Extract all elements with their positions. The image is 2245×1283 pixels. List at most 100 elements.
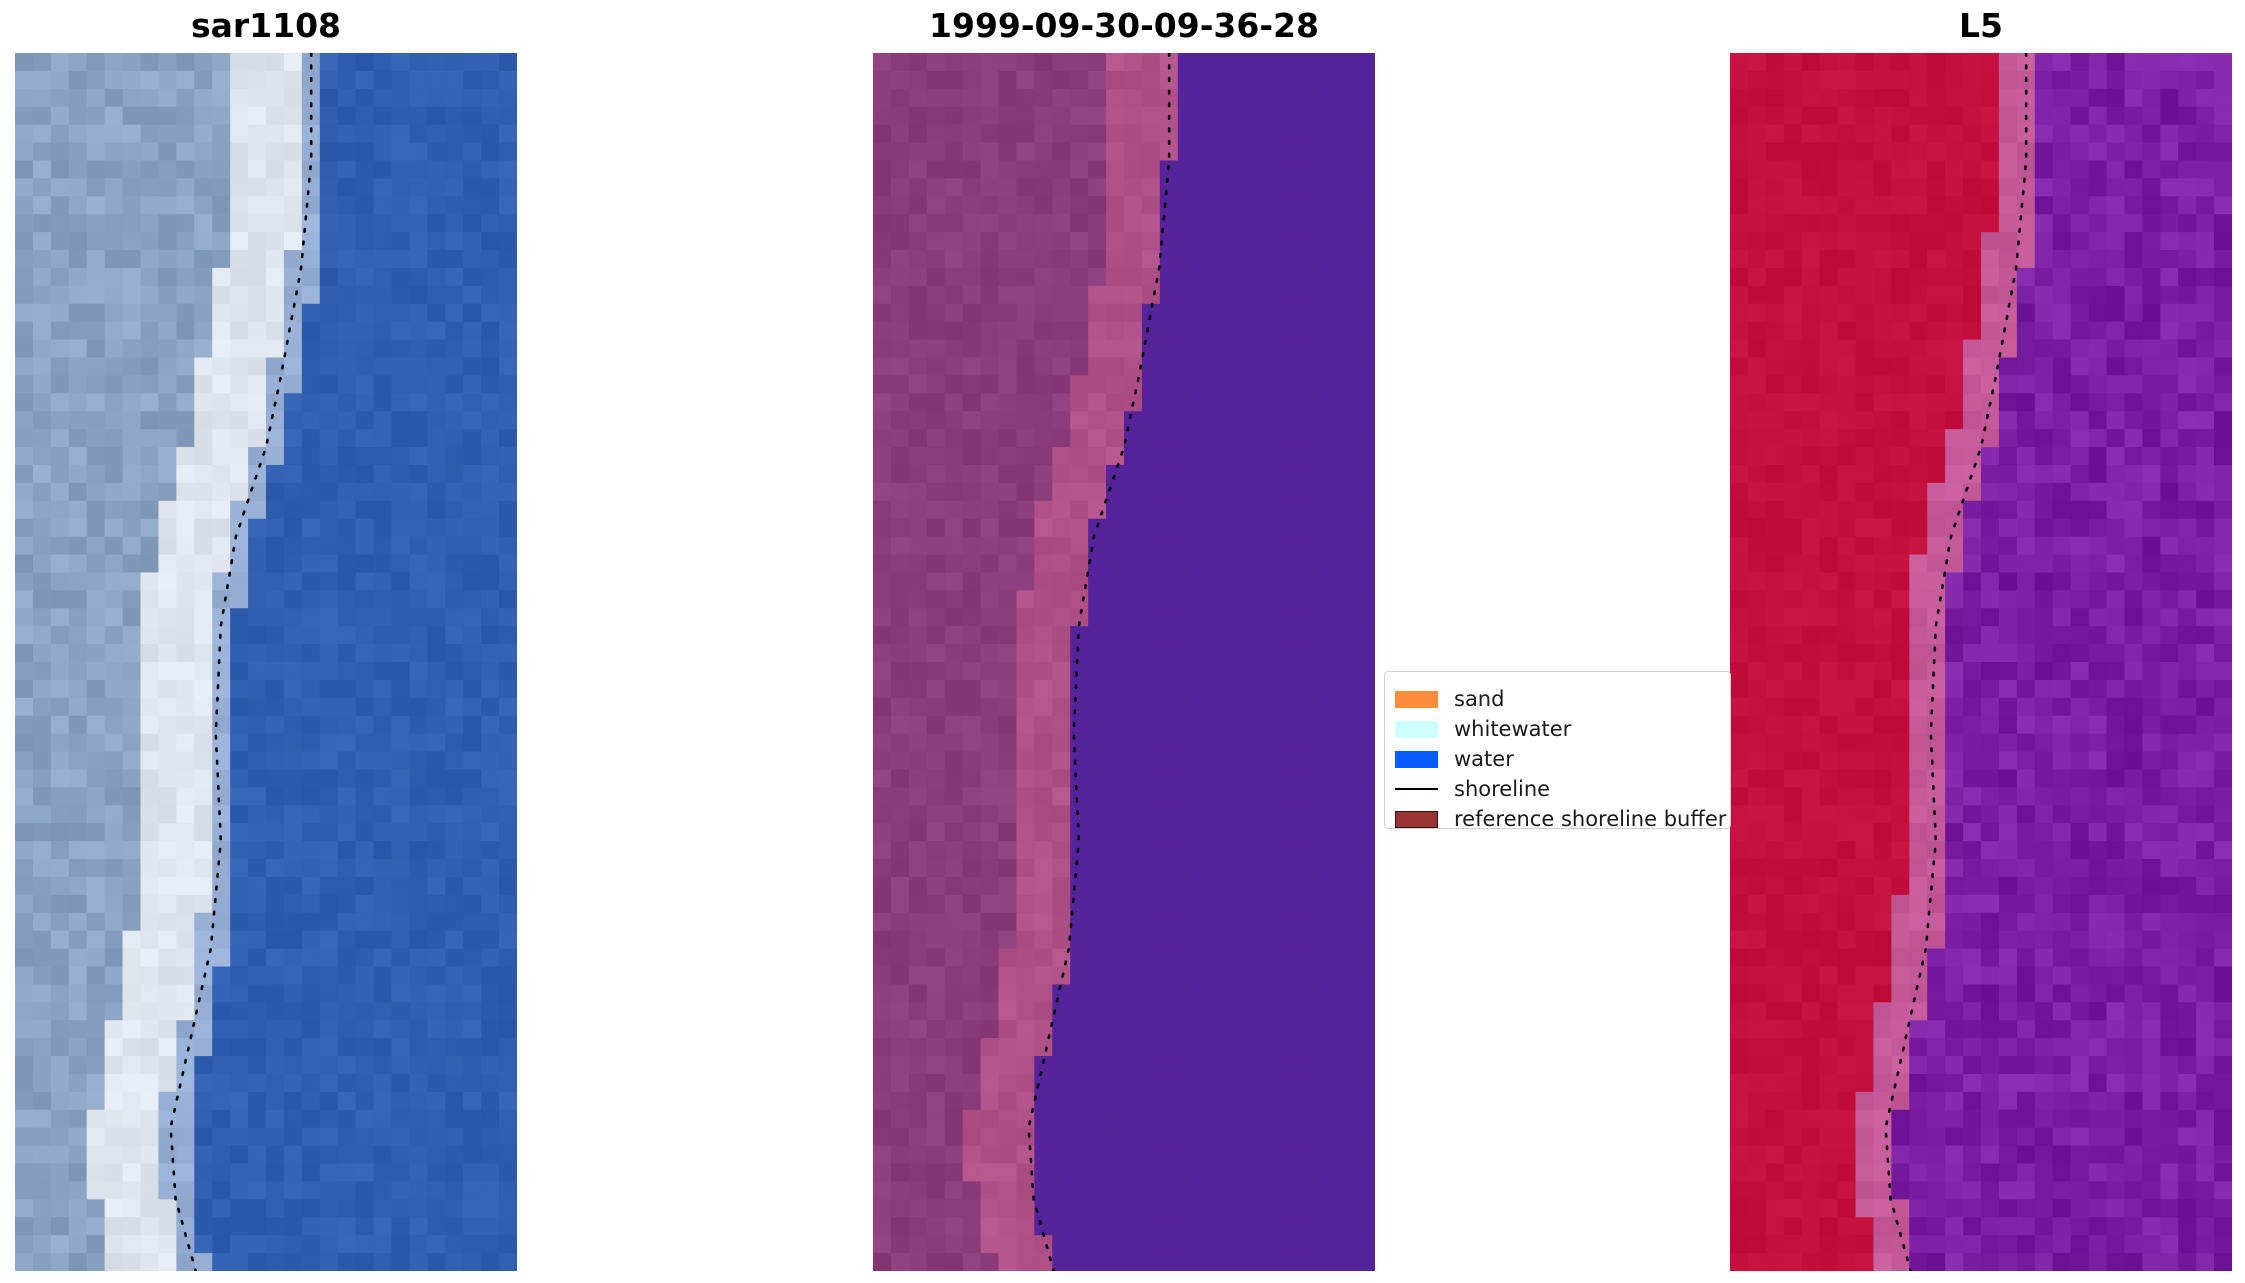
pixel-cell (962, 518, 982, 538)
pixel-cell (1837, 482, 1857, 502)
pixel-cell (926, 482, 946, 502)
pixel-cell (32, 1127, 52, 1147)
pixel-cell (391, 1091, 411, 1111)
pixel-cell (2160, 250, 2179, 269)
pixel-cell (1159, 662, 1179, 681)
pixel-cell (890, 1002, 910, 1021)
pixel-cell (158, 769, 177, 788)
pixel-cell (1801, 124, 1821, 144)
pixel-cell (337, 733, 357, 753)
pixel-cell (926, 715, 946, 735)
pixel-cell (176, 572, 195, 591)
pixel-cell (2196, 554, 2215, 574)
pixel-cell (998, 662, 1018, 681)
pixel-cell (1231, 859, 1251, 878)
pixel-cell (391, 160, 411, 179)
pixel-cell (445, 841, 464, 860)
pixel-cell (2142, 357, 2161, 377)
pixel-cell (1267, 823, 1286, 842)
pixel-cell (1339, 178, 1358, 197)
pixel-cell (1357, 1091, 1375, 1111)
pixel-cell (1213, 447, 1233, 466)
pixel-cell (1213, 518, 1233, 538)
pixel-cell (1267, 912, 1286, 932)
pixel-cell (1927, 53, 1946, 72)
pixel-cell (355, 518, 375, 538)
pixel-cell (1231, 160, 1251, 179)
pixel-cell (445, 626, 464, 645)
pixel-cell (104, 984, 124, 1003)
pixel-cell (2124, 787, 2143, 806)
pixel-cell (1249, 626, 1269, 645)
pixel-cell (319, 984, 339, 1003)
pixel-cell (15, 894, 34, 914)
pixel-cell (944, 429, 964, 448)
pixel-cell (944, 1145, 964, 1165)
pixel-cell (1285, 321, 1304, 341)
pixel-cell (1285, 464, 1304, 484)
pixel-cell (1339, 447, 1358, 466)
pixel-cell (1285, 590, 1304, 609)
pixel-cell (873, 142, 892, 162)
pixel-cell (1124, 160, 1143, 179)
pixel-cell (86, 267, 106, 287)
pixel-cell (1783, 697, 1803, 717)
pixel-cell (104, 106, 124, 126)
pixel-cell (355, 536, 375, 556)
pixel-cell (427, 214, 446, 233)
pixel-cell (1177, 697, 1197, 717)
pixel-cell (998, 715, 1018, 735)
pixel-cell (1052, 464, 1071, 484)
pixel-cell (1981, 590, 2000, 609)
pixel-cell (409, 805, 428, 824)
pixel-cell (1231, 1073, 1251, 1093)
pixel-cell (122, 482, 142, 502)
pixel-cell (1070, 608, 1089, 627)
pixel-cell (140, 751, 160, 771)
pixel-cell (962, 1038, 982, 1057)
pixel-cell (1285, 339, 1304, 359)
pixel-cell (908, 1020, 928, 1039)
pixel-cell (481, 626, 500, 645)
pixel-cell (2196, 590, 2215, 609)
pixel-cell (176, 662, 195, 681)
pixel-cell (1321, 1109, 1340, 1129)
pixel-cell (158, 859, 177, 878)
pixel-cell (32, 250, 52, 269)
pixel-cell (68, 142, 88, 162)
pixel-cell (890, 876, 910, 896)
pixel-cell (944, 357, 964, 377)
pixel-cell (1285, 393, 1304, 412)
pixel-cell (445, 1181, 464, 1200)
pixel-cell (962, 948, 982, 968)
pixel-cell (1070, 464, 1089, 484)
pixel-cell (1321, 912, 1340, 932)
pixel-cell (409, 375, 428, 394)
pixel-cell (1357, 590, 1375, 609)
pixel-cell (1321, 267, 1340, 287)
pixel-cell (1765, 160, 1785, 179)
pixel-cell (50, 590, 70, 609)
pixel-cell (908, 1181, 928, 1200)
pixel-cell (873, 178, 892, 197)
pixel-cell (230, 464, 249, 484)
pixel-cell (158, 590, 177, 609)
pixel-cell (499, 339, 517, 359)
pixel-cell (499, 375, 517, 394)
pixel-cell (2088, 751, 2108, 771)
pixel-cell (248, 303, 267, 323)
pixel-cell (319, 70, 339, 90)
pixel-cell (32, 178, 52, 197)
pixel-cell (266, 500, 285, 520)
pixel-cell (1321, 823, 1340, 842)
pixel-cell (1321, 53, 1340, 72)
pixel-cell (1891, 70, 1910, 90)
pixel-cell (68, 1002, 88, 1021)
pixel-cell (409, 697, 428, 717)
pixel-cell (1141, 160, 1161, 179)
pixel-cell (283, 536, 303, 556)
pixel-cell (409, 232, 428, 251)
pixel-cell (194, 196, 213, 215)
pixel-cell (409, 876, 428, 896)
pixel-cell (1124, 106, 1143, 126)
